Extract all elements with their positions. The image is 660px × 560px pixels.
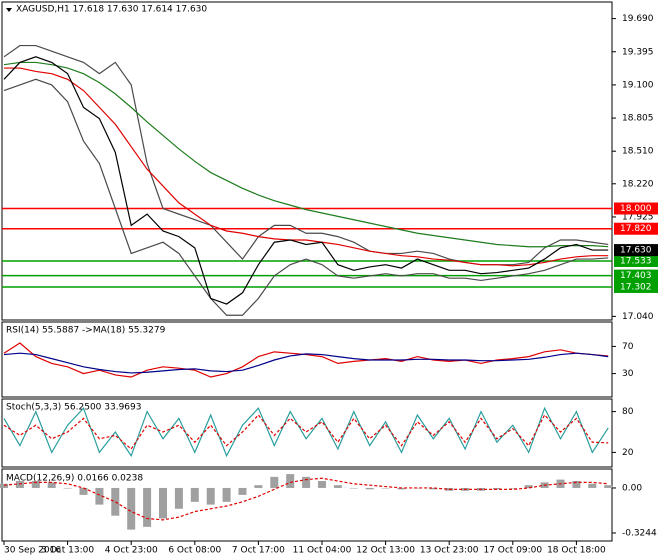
histogram-bar <box>492 487 501 490</box>
histogram-bar <box>381 487 390 489</box>
series-line <box>3 56 609 305</box>
series-line <box>3 352 609 374</box>
y-tick-label: 0.00 <box>622 483 642 493</box>
histogram-bar <box>604 485 613 488</box>
histogram-bar <box>79 487 88 495</box>
histogram-bar <box>588 483 597 488</box>
histogram-bar <box>302 476 311 488</box>
level-tag <box>614 254 658 267</box>
level-label: 17.820 <box>620 224 652 234</box>
level-label: 17.533 <box>620 256 652 266</box>
x-tick-label: 12 Oct 13:00 <box>356 546 415 556</box>
histogram-bar <box>206 487 215 505</box>
histogram-bar <box>63 487 72 489</box>
y-tick-label: 17.040 <box>622 312 654 322</box>
histogram-bar <box>190 487 199 502</box>
y-tick-label: 19.395 <box>622 47 654 57</box>
series-line <box>3 61 609 248</box>
y-tick-label: 19.690 <box>622 14 654 24</box>
panel-title: Stoch(5,3,3) 56.2500 33.9693 <box>6 403 141 413</box>
histogram-bar <box>524 485 533 488</box>
series-line <box>3 406 609 458</box>
histogram-bar <box>222 487 231 502</box>
y-tick-label: 17.925 <box>622 212 654 222</box>
y-tick-label: 18.510 <box>622 147 654 157</box>
histogram-bar <box>318 481 326 488</box>
x-tick-label: 4 Oct 23:00 <box>105 546 158 556</box>
histogram-bar <box>111 487 120 516</box>
rsi-panel <box>1 321 613 398</box>
last-price-label: 17.630 <box>620 246 652 256</box>
level-label: 17.403 <box>620 271 652 281</box>
histogram-bar <box>397 487 406 490</box>
y-tick-label: 19.100 <box>622 80 654 90</box>
histogram-bar <box>0 483 8 488</box>
level-tag <box>614 280 658 293</box>
series-line <box>3 342 609 378</box>
level-label: 18.000 <box>620 204 652 214</box>
panel-title: XAGUSD,H1 17.618 17.630 17.614 17.630 <box>16 5 207 15</box>
level-tag <box>614 202 658 215</box>
series-line <box>3 78 609 316</box>
histogram-bar <box>508 487 517 489</box>
series-line <box>3 44 609 266</box>
stoch-panel <box>1 398 613 468</box>
y-tick-label: -0.3244 <box>622 528 657 538</box>
histogram-bar <box>15 481 24 488</box>
level-tag <box>614 222 658 235</box>
histogram-bar <box>31 481 40 488</box>
y-tick-label: 18.220 <box>622 179 654 189</box>
histogram-bar <box>413 487 422 489</box>
histogram-bar <box>286 474 295 488</box>
x-tick-label: 6 Oct 08:00 <box>168 546 221 556</box>
histogram-bar <box>349 487 358 489</box>
x-tick-label: 3 Oct 13:00 <box>41 546 94 556</box>
level-label: 17.302 <box>620 282 652 292</box>
histogram-bar <box>429 487 438 490</box>
menu-arrow <box>6 8 12 12</box>
histogram-bar <box>143 487 152 527</box>
histogram-bar <box>333 485 342 488</box>
series-line <box>3 477 609 521</box>
histogram-bar <box>254 485 263 488</box>
macd-panel <box>1 468 613 542</box>
x-tick-label: 13 Oct 23:00 <box>420 546 479 556</box>
x-tick-label: 17 Oct 09:00 <box>483 546 542 556</box>
panel-title: MACD(12,26,9) 0.0166 0.0238 <box>6 474 143 484</box>
level-tag <box>614 269 658 282</box>
x-tick-label: 30 Sep 2016 <box>4 546 61 556</box>
y-tick-label: 30 <box>622 369 634 379</box>
series-line <box>4 67 609 267</box>
price-panel <box>1 1 613 321</box>
x-tick-label: 11 Oct 04:00 <box>293 546 352 556</box>
histogram-bar <box>270 476 279 488</box>
panel-title: RSI(14) 55.5887 ->MA(18) 55.3279 <box>6 326 166 336</box>
last-price-tag <box>614 244 658 257</box>
y-tick-label: 70 <box>622 342 634 352</box>
histogram-bar <box>365 487 374 490</box>
histogram-bar <box>159 487 167 519</box>
x-tick-label: 18 Oct 18:00 <box>547 546 606 556</box>
histogram-bar <box>238 487 247 495</box>
y-tick-label: 18.805 <box>622 114 654 124</box>
x-tick-label: 7 Oct 17:00 <box>232 546 285 556</box>
y-tick-label: 80 <box>622 407 634 417</box>
histogram-bar <box>95 487 104 505</box>
histogram-bar <box>47 482 56 488</box>
y-tick-label: 20 <box>622 448 634 458</box>
histogram-bar <box>174 487 183 509</box>
histogram-bar <box>572 481 581 488</box>
histogram-bar <box>127 487 136 530</box>
